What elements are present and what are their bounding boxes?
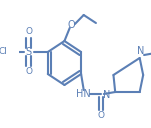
Text: O: O [98,111,105,120]
Text: N: N [103,90,111,100]
Text: O: O [25,67,32,77]
Text: S: S [26,47,32,57]
Text: O: O [68,20,75,30]
Text: Cl: Cl [0,47,8,56]
Text: O: O [25,28,32,36]
Text: HN: HN [76,89,91,99]
Text: N: N [137,46,144,56]
